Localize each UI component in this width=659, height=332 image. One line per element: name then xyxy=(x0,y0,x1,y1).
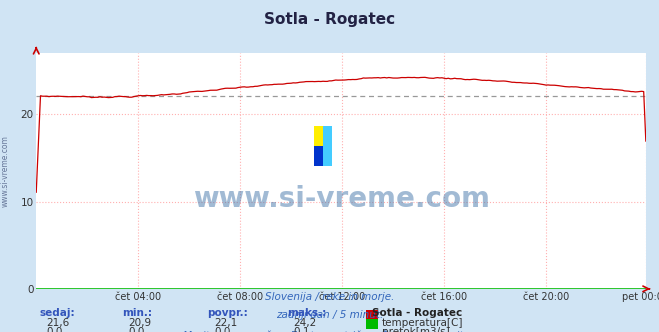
Text: zadnji dan / 5 minut.: zadnji dan / 5 minut. xyxy=(276,310,383,320)
Bar xyxy=(323,126,332,146)
Text: 0,0: 0,0 xyxy=(46,327,63,332)
Text: pretok[m3/s]: pretok[m3/s] xyxy=(382,327,449,332)
Text: sedaj:: sedaj: xyxy=(40,308,75,318)
Text: Sotla - Rogatec: Sotla - Rogatec xyxy=(372,308,463,318)
Text: 24,2: 24,2 xyxy=(293,318,316,328)
Text: Sotla - Rogatec: Sotla - Rogatec xyxy=(264,12,395,27)
Text: 0,0: 0,0 xyxy=(214,327,231,332)
Text: povpr.:: povpr.: xyxy=(208,308,248,318)
Bar xyxy=(323,146,332,166)
Text: www.si-vreme.com: www.si-vreme.com xyxy=(192,185,490,213)
Text: 0,0: 0,0 xyxy=(129,327,145,332)
Text: 0,1: 0,1 xyxy=(293,327,310,332)
Bar xyxy=(314,146,323,166)
Text: min.:: min.: xyxy=(122,308,152,318)
Text: maks.:: maks.: xyxy=(287,308,326,318)
Text: 20,9: 20,9 xyxy=(129,318,152,328)
Text: 22,1: 22,1 xyxy=(214,318,237,328)
Text: 21,6: 21,6 xyxy=(46,318,69,328)
Bar xyxy=(314,126,323,146)
Text: temperatura[C]: temperatura[C] xyxy=(382,318,463,328)
Text: Meritve: povprečne  Enote: metrične  Črta: prva meritev: Meritve: povprečne Enote: metrične Črta:… xyxy=(183,329,476,332)
Text: Slovenija / reke in morje.: Slovenija / reke in morje. xyxy=(265,292,394,302)
Text: www.si-vreme.com: www.si-vreme.com xyxy=(1,135,10,207)
